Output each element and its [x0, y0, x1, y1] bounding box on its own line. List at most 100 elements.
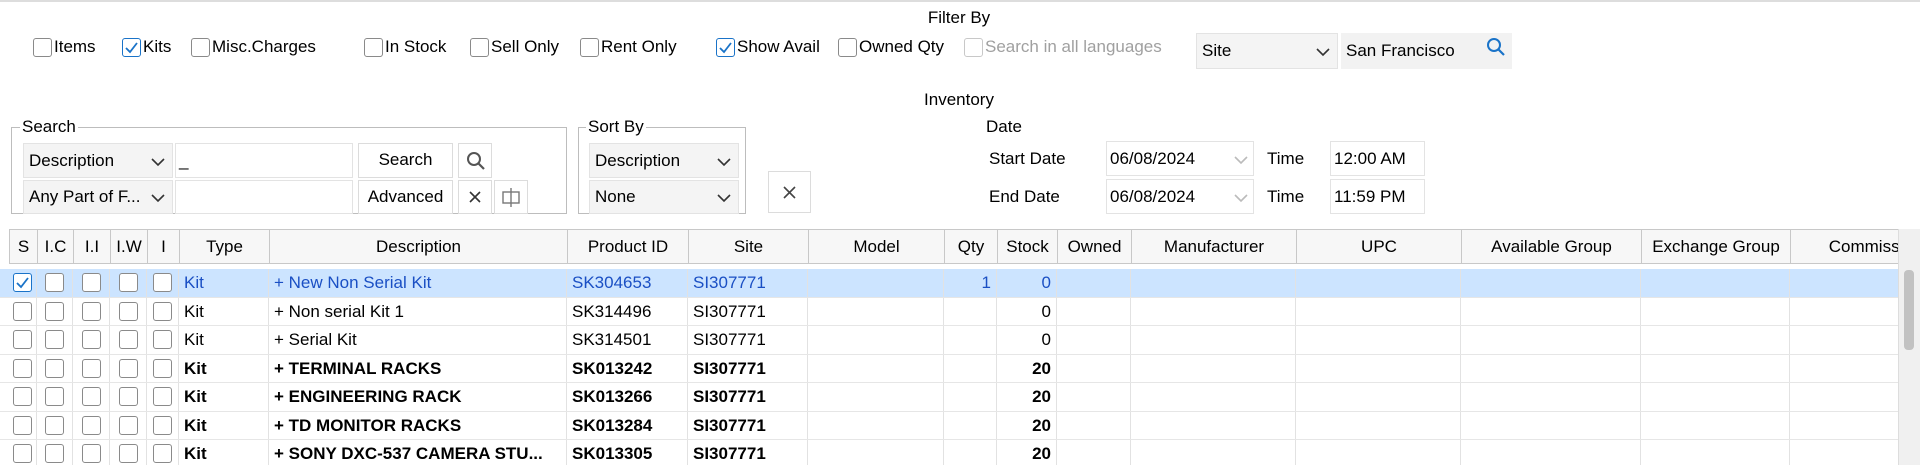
- row-checkbox[interactable]: [13, 301, 32, 321]
- date-field[interactable]: 06/08/2024: [1106, 179, 1254, 214]
- location-field[interactable]: San Francisco: [1341, 33, 1512, 69]
- date-label: Start Date: [989, 149, 1066, 168]
- column-header[interactable]: Commission: [1790, 229, 1898, 264]
- table-cell: [1641, 383, 1790, 411]
- check-mark: [125, 42, 138, 54]
- row-checkbox[interactable]: [153, 330, 172, 349]
- filter-checkbox[interactable]: [580, 38, 599, 57]
- table-row[interactable]: Kit + SONY DXC-537 CAMERA STU... SK013305 S…: [0, 440, 1898, 465]
- column-header[interactable]: Site: [688, 229, 809, 264]
- search-input[interactable]: _: [175, 143, 353, 178]
- search-button[interactable]: Search: [358, 143, 453, 178]
- filter-title: Filter By: [927, 8, 991, 27]
- row-checkbox[interactable]: [45, 415, 64, 435]
- table-row[interactable]: Kit + Non serial Kit 1 SK314496 SI307771 0: [0, 297, 1898, 326]
- row-checkbox[interactable]: [81, 444, 101, 463]
- row-checkbox[interactable]: [45, 330, 64, 349]
- row-checkbox[interactable]: [13, 358, 32, 378]
- column-header[interactable]: S: [9, 229, 38, 264]
- filter-label: Misc.Charges: [212, 37, 316, 56]
- column-header[interactable]: Stock: [997, 229, 1058, 264]
- row-checkbox[interactable]: [13, 273, 32, 292]
- row-checkbox[interactable]: [118, 301, 138, 321]
- sort-secondary-dropdown[interactable]: None: [589, 180, 739, 214]
- row-checkbox[interactable]: [13, 387, 32, 406]
- row-checkbox[interactable]: [118, 330, 138, 349]
- row-checkbox[interactable]: [45, 358, 64, 378]
- filter-checkbox[interactable]: [716, 38, 735, 57]
- row-checkbox[interactable]: [45, 444, 64, 463]
- row-checkbox[interactable]: [45, 301, 64, 321]
- chevron-icon: [717, 194, 731, 203]
- table-cell: Kit: [179, 297, 269, 325]
- filter-checkbox[interactable]: [838, 38, 857, 57]
- column-header[interactable]: Model: [808, 229, 945, 264]
- table-cell: [944, 383, 997, 411]
- magnifier-button[interactable]: [458, 143, 492, 178]
- advanced-button[interactable]: Advanced: [358, 180, 453, 214]
- close-button[interactable]: [768, 171, 811, 213]
- column-button[interactable]: [494, 180, 528, 214]
- row-checkbox[interactable]: [118, 358, 138, 378]
- filter-checkbox[interactable]: [33, 38, 52, 57]
- row-checkbox[interactable]: [153, 273, 172, 292]
- column-header[interactable]: Qty: [944, 229, 998, 264]
- column-header[interactable]: Product ID: [567, 229, 689, 264]
- row-checkbox[interactable]: [153, 387, 172, 406]
- table-cell: [944, 297, 997, 325]
- table-cell: SK314496: [567, 297, 688, 325]
- sort-primary-dropdown[interactable]: Description: [589, 143, 739, 178]
- site-dropdown[interactable]: Site: [1196, 33, 1338, 69]
- column-header[interactable]: Manufacturer: [1131, 229, 1297, 264]
- row-checkbox[interactable]: [13, 444, 32, 463]
- column-header[interactable]: I.W: [110, 229, 148, 264]
- column-header[interactable]: I: [147, 229, 180, 264]
- row-checkbox[interactable]: [81, 358, 101, 378]
- scrollbar-thumb[interactable]: [1904, 270, 1914, 350]
- column-header[interactable]: Type: [179, 229, 270, 264]
- table-row[interactable]: Kit + New Non Serial Kit SK304653 SI307771 1…: [0, 269, 1898, 298]
- column-header[interactable]: I.C: [37, 229, 74, 264]
- row-checkbox[interactable]: [81, 387, 101, 406]
- table-row[interactable]: Kit + TD MONITOR RACKS SK013284 SI307771 20: [0, 411, 1898, 440]
- row-checkbox[interactable]: [153, 301, 172, 321]
- row-checkbox[interactable]: [45, 273, 64, 292]
- row-checkbox[interactable]: [118, 273, 138, 292]
- row-checkbox[interactable]: [81, 330, 101, 349]
- search-input-2[interactable]: [175, 180, 353, 214]
- table-cell: [1461, 297, 1641, 325]
- row-checkbox[interactable]: [45, 387, 64, 406]
- row-checkbox[interactable]: [118, 444, 138, 463]
- row-checkbox[interactable]: [153, 415, 172, 435]
- row-checkbox[interactable]: [153, 358, 172, 378]
- filter-checkbox[interactable]: [122, 38, 141, 57]
- table-row[interactable]: Kit + TERMINAL RACKS SK013242 SI307771 20: [0, 354, 1898, 383]
- row-checkbox[interactable]: [81, 415, 101, 435]
- row-checkbox[interactable]: [81, 273, 101, 292]
- row-checkbox[interactable]: [13, 415, 32, 435]
- clear-button[interactable]: [458, 180, 492, 214]
- filter-checkbox[interactable]: [364, 38, 383, 57]
- row-checkbox[interactable]: [81, 301, 101, 321]
- row-checkbox[interactable]: [118, 415, 138, 435]
- filter-checkbox[interactable]: [191, 38, 210, 57]
- search-match-dropdown[interactable]: Any Part of F...: [23, 180, 173, 214]
- time-field[interactable]: 11:59 PM: [1330, 179, 1425, 214]
- row-checkbox[interactable]: [13, 330, 32, 349]
- table-row[interactable]: Kit + ENGINEERING RACK SK013266 SI307771 20: [0, 383, 1898, 412]
- table-row[interactable]: Kit + Serial Kit SK314501 SI307771 0: [0, 326, 1898, 355]
- row-checkbox[interactable]: [118, 387, 138, 406]
- filter-checkbox[interactable]: [470, 38, 489, 57]
- column-header[interactable]: I.I: [73, 229, 111, 264]
- search-field-dropdown[interactable]: Description: [23, 143, 173, 178]
- row-checkbox[interactable]: [153, 444, 172, 463]
- table-cell: [37, 269, 73, 297]
- column-header[interactable]: Description: [269, 229, 568, 264]
- column-header[interactable]: Available Group: [1461, 229, 1642, 264]
- column-header[interactable]: Owned: [1057, 229, 1132, 264]
- column-header[interactable]: UPC: [1296, 229, 1462, 264]
- column-header[interactable]: Exchange Group: [1641, 229, 1791, 264]
- date-field[interactable]: 06/08/2024: [1106, 141, 1254, 176]
- table-cell: [808, 383, 944, 411]
- time-field[interactable]: 12:00 AM: [1330, 141, 1425, 176]
